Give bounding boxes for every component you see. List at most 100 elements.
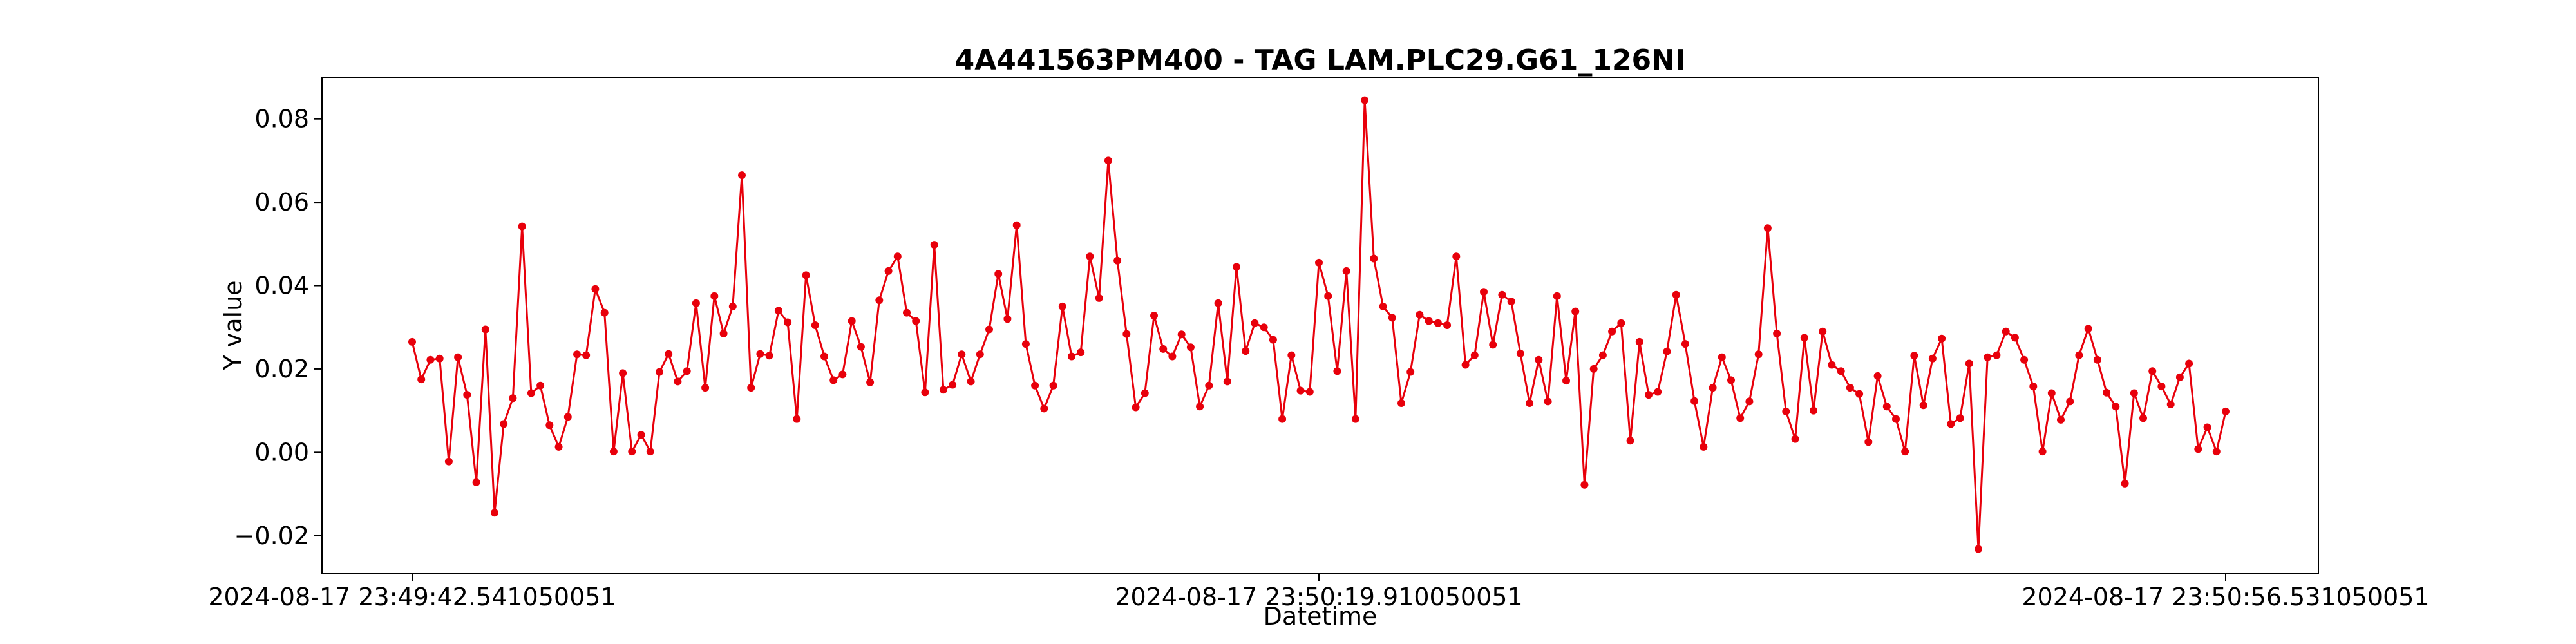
data-point: [1351, 415, 1359, 423]
data-point: [1965, 359, 1973, 368]
data-point: [1361, 96, 1369, 104]
data-point: [454, 353, 462, 361]
data-point: [829, 376, 838, 384]
data-point: [573, 350, 581, 359]
data-point: [1315, 258, 1323, 267]
data-point: [656, 368, 663, 376]
data-point: [674, 377, 682, 386]
data-point: [1141, 389, 1149, 397]
data-point: [1003, 315, 1012, 323]
data-point: [1214, 299, 1222, 307]
data-point: [958, 350, 966, 359]
data-point: [600, 308, 609, 317]
data-point: [1379, 302, 1387, 310]
data-point: [646, 448, 654, 456]
data-point: [1205, 381, 1213, 390]
data-point: [1397, 399, 1405, 407]
data-point: [774, 307, 782, 315]
data-point: [1810, 406, 1817, 415]
data-point: [1068, 352, 1075, 361]
data-point: [719, 329, 728, 337]
data-point: [444, 457, 453, 466]
data-point: [903, 308, 911, 317]
data-point: [683, 367, 691, 375]
data-point: [1938, 334, 1946, 343]
data-point: [784, 318, 792, 327]
data-point: [756, 350, 764, 358]
data-point: [2203, 423, 2211, 431]
data-point: [1773, 329, 1781, 337]
data-point: [1196, 402, 1204, 411]
data-point: [1260, 323, 1268, 332]
data-point: [435, 354, 444, 363]
data-point: [1800, 334, 1808, 342]
data-point: [1113, 256, 1122, 265]
data-point: [1819, 327, 1827, 336]
data-point: [1150, 312, 1158, 320]
data-point: [2157, 383, 2166, 391]
data-point: [1993, 351, 2001, 359]
data-point: [1370, 254, 1378, 263]
data-point: [1095, 294, 1103, 302]
data-point: [1049, 381, 1057, 390]
data-point: [1526, 399, 1534, 407]
data-point: [1681, 340, 1689, 348]
data-point: [738, 171, 746, 180]
data-point: [1021, 340, 1030, 348]
data-point: [564, 413, 572, 421]
data-point: [848, 317, 856, 325]
data-point: [1516, 350, 1524, 357]
data-point: [2011, 334, 2019, 342]
data-point: [893, 252, 902, 261]
data-point: [2093, 355, 2101, 364]
data-point: [619, 369, 627, 377]
data-point: [591, 285, 600, 293]
data-point: [2185, 359, 2193, 368]
data-point: [2075, 351, 2083, 359]
data-point: [838, 370, 847, 379]
data-point: [875, 296, 884, 305]
data-point: [1242, 347, 1250, 355]
data-point: [701, 384, 710, 392]
data-point: [1571, 307, 1580, 316]
data-point: [2130, 389, 2138, 397]
y-tick-label: 0.00: [254, 438, 309, 466]
data-point: [2038, 448, 2047, 456]
data-point: [1736, 414, 1745, 422]
data-point: [1489, 341, 1497, 349]
data-point: [1645, 391, 1653, 399]
data-point: [692, 299, 700, 307]
data-point: [1617, 319, 1625, 327]
data-point: [1535, 355, 1543, 364]
data-point: [1855, 390, 1864, 398]
data-point: [1058, 302, 1066, 310]
data-point: [1104, 156, 1112, 165]
data-point: [426, 355, 435, 364]
data-point: [2084, 325, 2092, 333]
data-point: [1122, 330, 1131, 338]
data-point: [820, 352, 828, 361]
data-point: [994, 270, 1003, 278]
data-point: [802, 271, 810, 279]
data-point: [1287, 351, 1296, 359]
data-point: [912, 317, 920, 325]
data-point: [1754, 350, 1763, 359]
x-tick-label: 2024-08-17 23:50:19.910050051: [1115, 583, 1522, 611]
data-point: [2175, 373, 2184, 381]
data-point: [1580, 480, 1589, 489]
chart-title: 4A441563PM400 - TAG LAM.PLC29.G61_126NI: [955, 44, 1686, 77]
data-point: [2029, 383, 2038, 391]
data-point: [793, 415, 801, 423]
data-point: [1947, 420, 1955, 428]
data-point: [1791, 435, 1799, 443]
plot-area: [408, 96, 2230, 553]
data-point: [628, 448, 636, 456]
data-point: [1251, 319, 1259, 327]
data-point: [1470, 351, 1479, 359]
data-point: [1782, 407, 1790, 415]
data-point: [1223, 377, 1231, 386]
data-point: [1233, 263, 1240, 271]
data-point: [2066, 397, 2074, 406]
y-axis-label: Y value: [219, 280, 247, 370]
data-point: [747, 384, 755, 392]
